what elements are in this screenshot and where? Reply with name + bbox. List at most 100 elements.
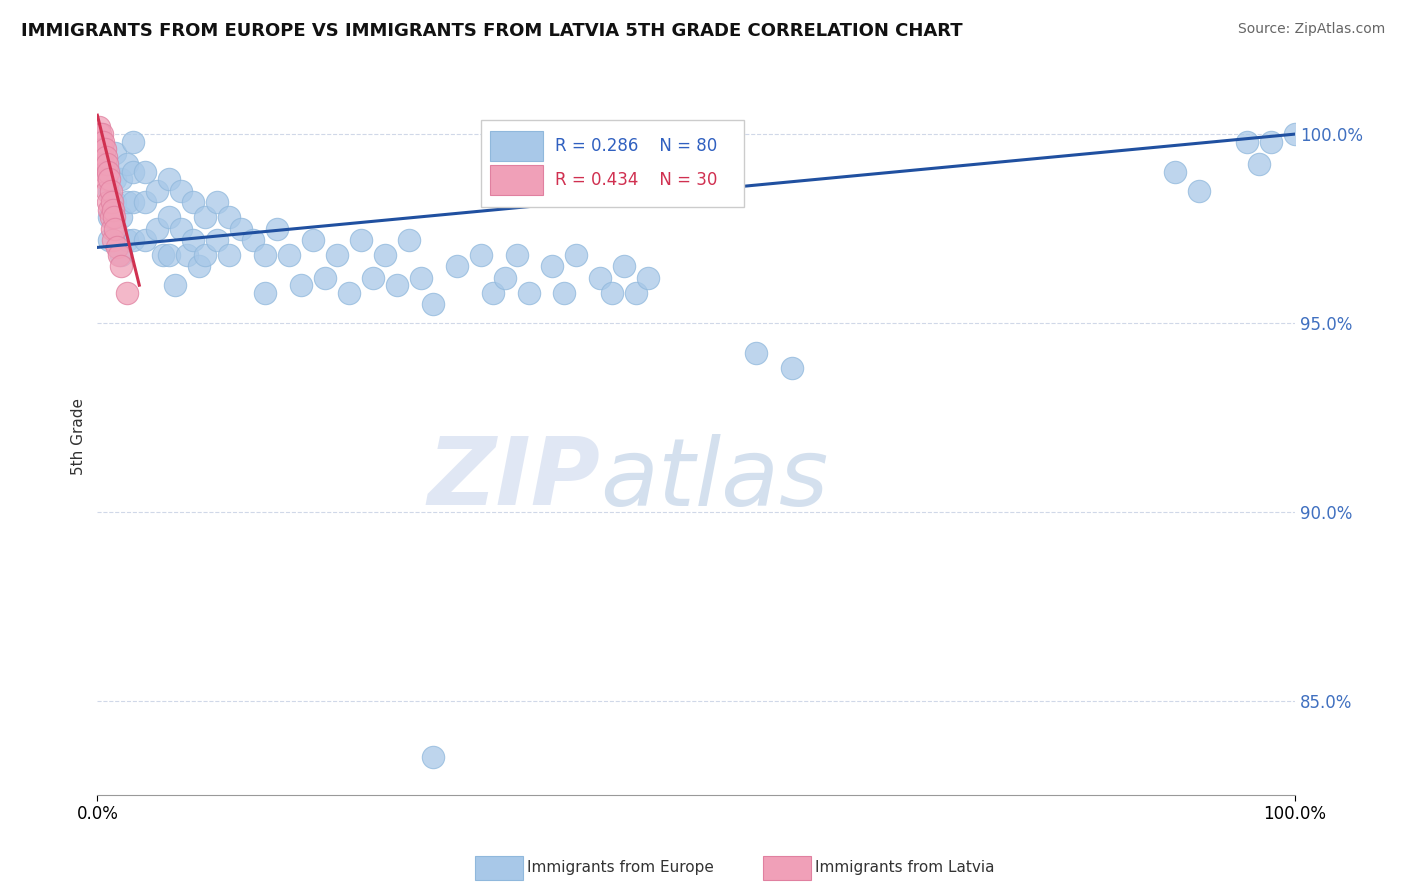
FancyBboxPatch shape (481, 120, 744, 207)
Point (266, 221, 288, 235)
Point (93, 142, 115, 156)
Point (1164, 165, 1187, 179)
Point (122, 195, 145, 210)
Point (98, 202, 121, 217)
Point (104, 146, 127, 161)
Point (780, 361, 803, 376)
Point (100, 210, 122, 224)
Point (385, 278, 408, 293)
Point (541, 260, 564, 274)
Point (374, 248, 396, 262)
Point (94, 172, 117, 186)
Text: R = 0.286    N = 80: R = 0.286 N = 80 (555, 137, 717, 155)
Point (110, 248, 132, 262)
Point (100, 221, 122, 235)
Point (103, 210, 125, 224)
Point (134, 233, 156, 247)
Point (110, 210, 132, 224)
Point (122, 233, 145, 247)
Point (152, 248, 174, 262)
Point (229, 221, 252, 235)
Point (117, 233, 139, 247)
Point (326, 248, 349, 262)
Point (398, 233, 420, 247)
Y-axis label: 5th Grade: 5th Grade (72, 398, 86, 475)
Point (101, 202, 124, 217)
Point (290, 278, 312, 293)
Point (194, 248, 217, 262)
Point (157, 248, 180, 262)
Point (91, 157, 114, 171)
Point (613, 260, 636, 274)
Point (481, 285, 503, 300)
Point (134, 165, 156, 179)
Point (626, 285, 648, 300)
Point (93, 165, 115, 179)
Point (122, 165, 145, 179)
Point (242, 233, 264, 247)
Point (122, 135, 145, 149)
Point (278, 248, 301, 262)
Text: IMMIGRANTS FROM EUROPE VS IMMIGRANTS FROM LATVIA 5TH GRADE CORRELATION CHART: IMMIGRANTS FROM EUROPE VS IMMIGRANTS FRO… (21, 22, 963, 40)
Text: Source: ZipAtlas.com: Source: ZipAtlas.com (1237, 22, 1385, 37)
Point (110, 172, 132, 186)
Point (170, 184, 193, 198)
Point (205, 195, 228, 210)
Point (134, 195, 156, 210)
Point (94, 150, 117, 164)
Point (1284, 127, 1306, 141)
Point (422, 297, 444, 311)
Text: atlas: atlas (600, 434, 828, 524)
Point (589, 270, 612, 285)
Point (446, 260, 468, 274)
Point (253, 285, 276, 300)
Point (91, 127, 114, 141)
Point (97, 195, 120, 210)
Point (104, 195, 127, 210)
Point (517, 285, 540, 300)
Point (117, 285, 139, 300)
Point (553, 285, 575, 300)
Point (602, 285, 624, 300)
Point (157, 210, 180, 224)
Point (98, 210, 121, 224)
FancyBboxPatch shape (491, 131, 543, 161)
Point (91, 142, 114, 156)
Point (100, 195, 122, 210)
Point (146, 221, 169, 235)
Point (97, 165, 120, 179)
Point (337, 285, 360, 300)
Point (87, 120, 110, 134)
Point (409, 270, 432, 285)
Point (505, 248, 527, 262)
Point (176, 248, 198, 262)
Point (218, 210, 240, 224)
Point (188, 260, 211, 274)
Point (110, 260, 132, 274)
Point (361, 270, 384, 285)
Point (470, 248, 492, 262)
Point (165, 278, 187, 293)
Point (98, 233, 121, 247)
Point (91, 135, 114, 149)
Text: ZIP: ZIP (427, 434, 600, 525)
Point (105, 240, 128, 254)
Point (637, 270, 659, 285)
Point (350, 233, 373, 247)
Point (98, 184, 121, 198)
Point (89, 127, 111, 141)
Point (314, 270, 336, 285)
Point (494, 270, 516, 285)
Point (194, 210, 217, 224)
Point (146, 184, 169, 198)
Point (422, 750, 444, 764)
Point (98, 165, 121, 179)
Point (117, 195, 139, 210)
Point (1236, 135, 1258, 149)
Point (101, 233, 124, 247)
Point (90, 135, 112, 149)
Point (1260, 135, 1282, 149)
Point (745, 346, 768, 360)
Point (98, 172, 121, 186)
Point (181, 233, 204, 247)
